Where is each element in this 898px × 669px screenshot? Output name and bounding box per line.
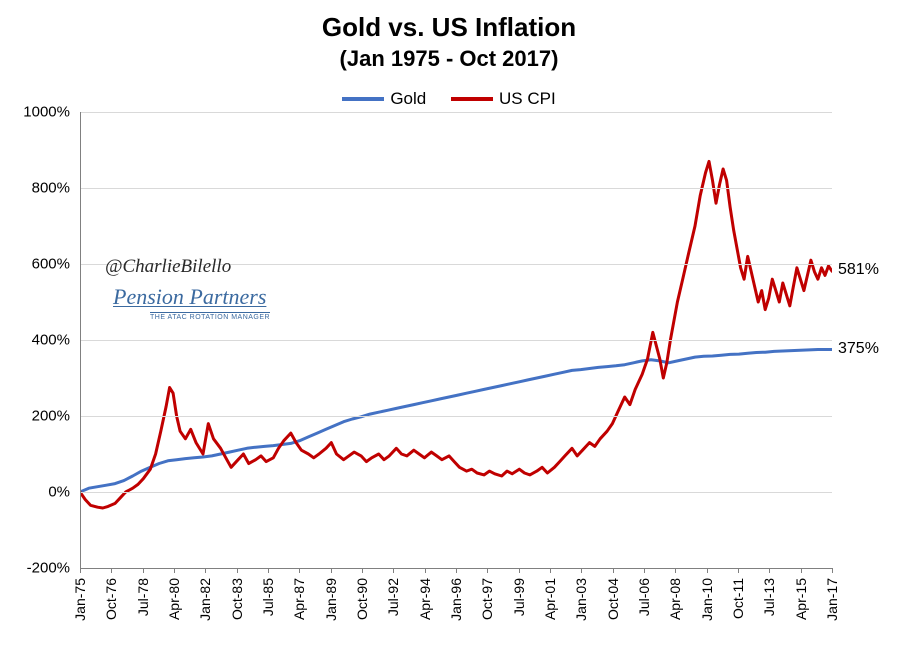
y-axis-label: 0%: [0, 484, 70, 501]
x-axis-label: Oct-76: [103, 578, 119, 620]
x-axis-label: Oct-83: [229, 578, 245, 620]
gridline: [80, 188, 832, 189]
gridline: [80, 492, 832, 493]
x-axis-label: Jan-89: [323, 578, 339, 621]
y-axis-label: 600%: [0, 256, 70, 273]
legend-swatch-gold: [342, 97, 384, 101]
y-axis-label: 1000%: [0, 104, 70, 121]
series-uscpi: [80, 161, 832, 508]
x-axis-label: Oct-90: [354, 578, 370, 620]
x-axis-label: Jul-13: [761, 578, 777, 616]
x-axis-label: Jul-92: [385, 578, 401, 616]
end-label-uscpi: 581%: [838, 261, 879, 279]
x-axis-label: Jul-06: [636, 578, 652, 616]
gridline: [80, 416, 832, 417]
x-axis-label: Apr-15: [793, 578, 809, 620]
chart-subtitle: (Jan 1975 - Oct 2017): [0, 46, 898, 72]
y-axis-label: 200%: [0, 408, 70, 425]
x-tick: [832, 568, 833, 573]
x-axis-label: Jul-78: [135, 578, 151, 616]
x-axis-label: Apr-01: [542, 578, 558, 620]
x-axis-label: Jul-99: [511, 578, 527, 616]
chart-title: Gold vs. US Inflation: [0, 12, 898, 43]
legend-swatch-uscpi: [451, 97, 493, 101]
x-axis-label: Apr-87: [291, 578, 307, 620]
x-axis-label: Jan-03: [573, 578, 589, 621]
x-axis-label: Oct-97: [479, 578, 495, 620]
end-label-gold: 375%: [838, 340, 879, 358]
legend-label-gold: Gold: [390, 89, 426, 109]
series-gold: [80, 350, 832, 493]
x-axis-label: Jan-10: [699, 578, 715, 621]
x-axis-label: Jan-17: [824, 578, 840, 621]
chart-container: Gold vs. US Inflation (Jan 1975 - Oct 20…: [0, 0, 898, 669]
x-axis-label: Jan-75: [72, 578, 88, 621]
x-axis-label: Jul-85: [260, 578, 276, 616]
x-axis-label: Apr-94: [417, 578, 433, 620]
y-axis-label: 800%: [0, 180, 70, 197]
legend-label-uscpi: US CPI: [499, 89, 556, 109]
x-axis-label: Oct-11: [730, 578, 746, 619]
x-axis-label: Jan-96: [448, 578, 464, 621]
x-axis-label: Apr-08: [667, 578, 683, 620]
legend-item-gold: Gold: [342, 89, 426, 109]
x-axis-label: Apr-80: [166, 578, 182, 620]
y-axis-label: 400%: [0, 332, 70, 349]
author-handle: @CharlieBilello: [105, 256, 231, 278]
brand-logo: Pension Partners: [113, 284, 266, 310]
x-axis-label: Oct-04: [605, 578, 621, 620]
gridline: [80, 340, 832, 341]
y-axis-label: -200%: [0, 560, 70, 577]
brand-tagline: THE ATAC ROTATION MANAGER: [150, 312, 270, 321]
x-axis-label: Jan-82: [197, 578, 213, 621]
legend: Gold US CPI: [0, 86, 898, 109]
legend-item-uscpi: US CPI: [451, 89, 556, 109]
gridline: [80, 112, 832, 113]
